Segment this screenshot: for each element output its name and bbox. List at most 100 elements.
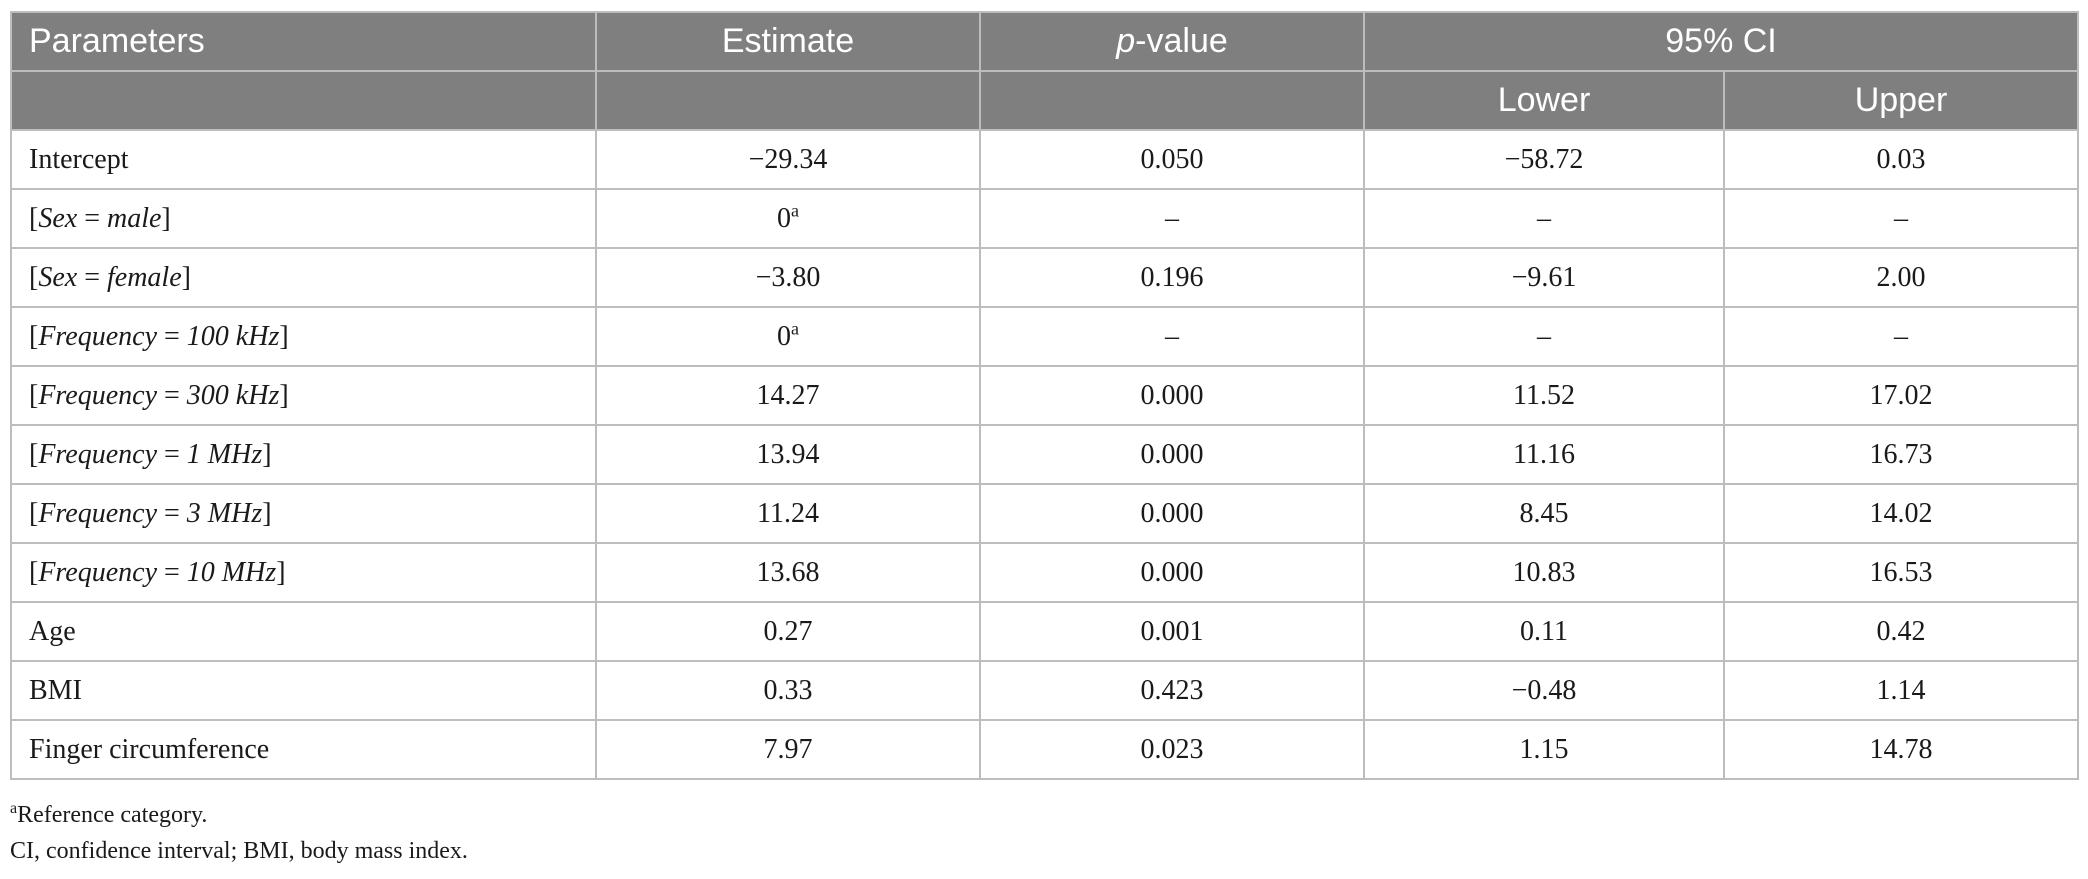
cell-parameter: BMI (10, 660, 597, 721)
param-equals: = (157, 320, 187, 352)
cell-p-value: 0.000 (979, 542, 1365, 603)
cell-p-value: 0.000 (979, 483, 1365, 544)
table-row: [Frequency = 100 kHz] 0a – – – (10, 306, 2079, 367)
param-bracket-open: [ (29, 497, 39, 529)
cell-ci-upper: 16.53 (1723, 542, 2079, 603)
header-empty-p-value (979, 70, 1365, 131)
param-level: 10 MHz (186, 556, 277, 588)
cell-estimate: 0.33 (595, 660, 981, 721)
table-row: Intercept −29.34 0.050 −58.72 0.03 (10, 129, 2079, 190)
header-upper: Upper (1723, 70, 2079, 131)
cell-p-value: 0.000 (979, 424, 1365, 485)
cell-ci-lower: 8.45 (1363, 483, 1725, 544)
footnote-text: Reference category. (17, 802, 208, 828)
estimate-value: 7.97 (763, 733, 813, 765)
param-bracket-open: [ (29, 379, 39, 411)
cell-estimate: 0a (595, 188, 981, 249)
cell-ci-lower: 0.11 (1363, 601, 1725, 662)
estimate-value: 14.27 (756, 379, 820, 411)
header-parameters: Parameters (10, 11, 597, 72)
cell-parameter: [Sex = male] (10, 188, 597, 249)
estimate-value: 0.33 (763, 674, 813, 706)
header-row-2: Lower Upper (10, 70, 2079, 131)
footnote-reference: aReference category. (10, 797, 468, 833)
header-estimate: Estimate (595, 11, 981, 72)
cell-ci-upper: 16.73 (1723, 424, 2079, 485)
cell-estimate: −29.34 (595, 129, 981, 190)
cell-parameter: [Frequency = 3 MHz] (10, 483, 597, 544)
param-bracket-open: [ (29, 438, 39, 470)
param-bracket-close: ] (276, 556, 286, 588)
table-row: [Frequency = 3 MHz] 11.24 0.000 8.45 14.02 (10, 483, 2079, 544)
header-empty-estimate (595, 70, 981, 131)
param-bracket-close: ] (161, 202, 171, 234)
param-level: female (106, 261, 182, 293)
table-row: Age 0.27 0.001 0.11 0.42 (10, 601, 2079, 662)
param-equals: = (77, 202, 107, 234)
regression-table: Parameters Estimate p-value 95% CI Lower… (10, 11, 2079, 780)
param-level: male (106, 202, 162, 234)
cell-p-value: 0.050 (979, 129, 1365, 190)
cell-estimate: −3.80 (595, 247, 981, 308)
cell-estimate: 11.24 (595, 483, 981, 544)
estimate-footnote-mark: a (791, 200, 799, 221)
cell-estimate: 0a (595, 306, 981, 367)
estimate-value: 0 (777, 202, 791, 234)
cell-parameter: [Frequency = 100 kHz] (10, 306, 597, 367)
table-notes: aReference category. CI, confidence inte… (10, 797, 468, 869)
cell-ci-lower: 11.16 (1363, 424, 1725, 485)
param-bracket-close: ] (262, 438, 272, 470)
cell-parameter: [Frequency = 10 MHz] (10, 542, 597, 603)
cell-ci-lower: −0.48 (1363, 660, 1725, 721)
estimate-value: 13.94 (756, 438, 820, 470)
param-bracket-open: [ (29, 261, 39, 293)
cell-p-value: 0.423 (979, 660, 1365, 721)
param-level: 300 kHz (186, 379, 280, 411)
header-p-italic: p (1116, 22, 1136, 60)
param-bracket-close: ] (181, 261, 191, 293)
footnote-abbreviations: CI, confidence interval; BMI, body mass … (10, 838, 468, 864)
cell-p-value: 0.001 (979, 601, 1365, 662)
param-label: Age (29, 615, 76, 647)
estimate-footnote-mark: a (791, 318, 799, 339)
cell-ci-lower: 10.83 (1363, 542, 1725, 603)
header-p-value: p-value (979, 11, 1365, 72)
param-bracket-close: ] (262, 497, 272, 529)
estimate-value: −3.80 (755, 261, 821, 293)
cell-parameter: Age (10, 601, 597, 662)
param-level: 100 kHz (186, 320, 280, 352)
cell-estimate: 14.27 (595, 365, 981, 426)
param-equals: = (77, 261, 107, 293)
cell-ci-upper: – (1723, 306, 2079, 367)
cell-p-value: – (979, 306, 1365, 367)
estimate-value: 0.27 (763, 615, 813, 647)
header-95-ci: 95% CI (1363, 11, 2079, 72)
estimate-value: 11.24 (757, 497, 819, 529)
cell-ci-upper: 14.78 (1723, 719, 2079, 780)
param-label: Finger circumference (29, 733, 270, 765)
cell-p-value: 0.023 (979, 719, 1365, 780)
cell-estimate: 13.94 (595, 424, 981, 485)
cell-p-value: – (979, 188, 1365, 249)
param-variable: Frequency (38, 497, 157, 529)
param-level: 3 MHz (186, 497, 263, 529)
param-variable: Sex (38, 261, 78, 293)
table-row: Finger circumference 7.97 0.023 1.15 14.78 (10, 719, 2079, 780)
cell-parameter: [Sex = female] (10, 247, 597, 308)
footnote-mark: a (10, 800, 18, 817)
param-level: 1 MHz (186, 438, 263, 470)
param-variable: Sex (38, 202, 78, 234)
cell-ci-upper: 17.02 (1723, 365, 2079, 426)
header-row-1: Parameters Estimate p-value 95% CI (10, 11, 2079, 72)
param-bracket-open: [ (29, 556, 39, 588)
header-empty-parameters (10, 70, 597, 131)
cell-ci-lower: – (1363, 306, 1725, 367)
table-header: Parameters Estimate p-value 95% CI Lower… (10, 11, 2079, 131)
cell-ci-lower: −9.61 (1363, 247, 1725, 308)
param-equals: = (157, 556, 187, 588)
param-variable: Frequency (38, 379, 157, 411)
param-equals: = (157, 438, 187, 470)
cell-ci-lower: −58.72 (1363, 129, 1725, 190)
cell-ci-upper: 1.14 (1723, 660, 2079, 721)
table-row: [Sex = female] −3.80 0.196 −9.61 2.00 (10, 247, 2079, 308)
